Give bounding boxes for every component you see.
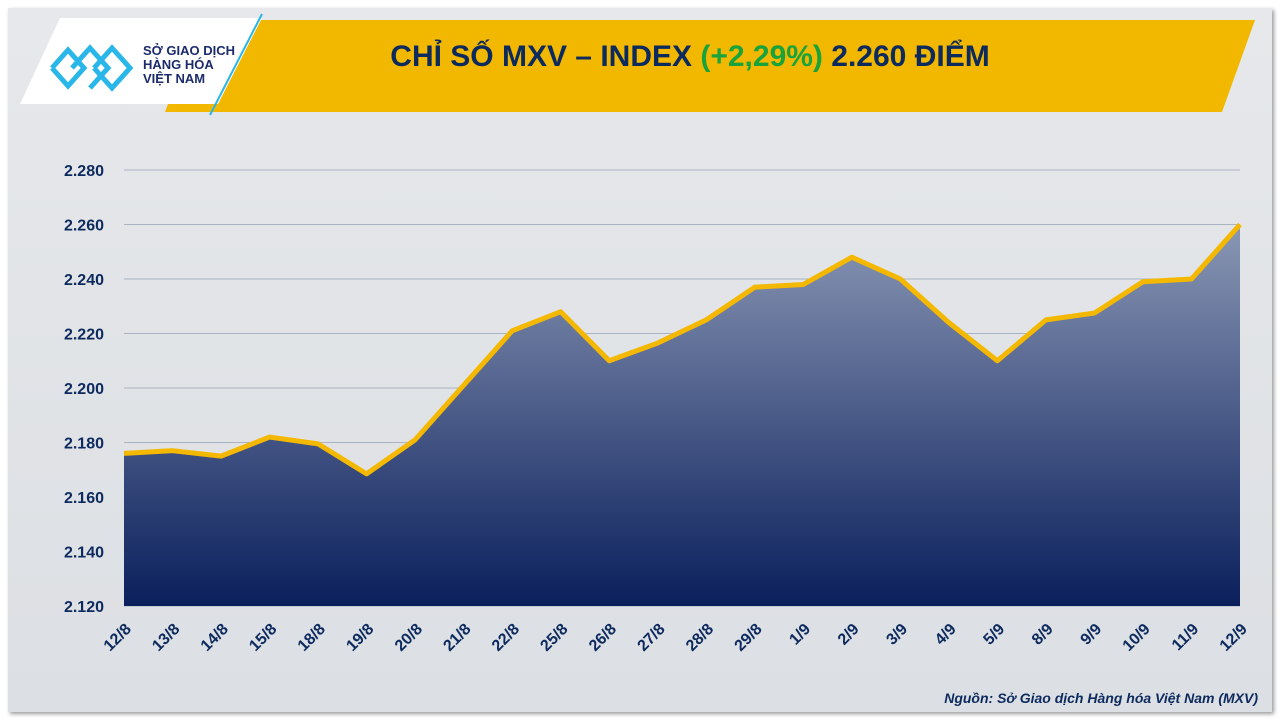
title-value: 2.260 ĐIỂM bbox=[831, 40, 990, 73]
x-tick-label: 27/8 bbox=[635, 621, 669, 655]
x-tick-label: 4/9 bbox=[932, 621, 960, 649]
title-change: (+2,29%) bbox=[700, 40, 823, 73]
x-tick-label: 9/9 bbox=[1078, 621, 1106, 649]
source-note: Nguồn: Sở Giao dịch Hàng hóa Việt Nam (M… bbox=[944, 690, 1258, 706]
logo-mark-icon bbox=[50, 44, 134, 92]
y-tick-label: 2.180 bbox=[64, 436, 104, 453]
logo-background bbox=[20, 18, 262, 104]
y-tick-label: 2.260 bbox=[64, 218, 104, 235]
x-tick-label: 20/8 bbox=[392, 621, 426, 655]
y-tick-label: 2.120 bbox=[64, 599, 104, 616]
x-tick-label: 13/8 bbox=[149, 621, 183, 655]
logo-line3: VIỆT NAM bbox=[143, 71, 206, 86]
y-tick-label: 2.280 bbox=[64, 163, 104, 180]
x-tick-label: 21/8 bbox=[440, 621, 474, 655]
x-tick-label: 14/8 bbox=[198, 621, 232, 655]
x-tick-label: 5/9 bbox=[980, 621, 1008, 649]
x-tick-label: 8/9 bbox=[1029, 621, 1057, 649]
logo-text: SỞ GIAO DỊCH HÀNG HÓA VIỆT NAM bbox=[143, 44, 235, 86]
y-tick-label: 2.160 bbox=[64, 490, 104, 507]
x-tick-label: 11/9 bbox=[1169, 621, 1202, 654]
x-tick-label: 10/9 bbox=[1120, 621, 1154, 655]
x-tick-label: 2/9 bbox=[835, 621, 863, 649]
x-tick-label: 25/8 bbox=[537, 621, 571, 655]
area-fill bbox=[124, 224, 1240, 606]
title-prefix: CHỈ SỐ MXV – INDEX bbox=[390, 40, 693, 73]
chart-title: CHỈ SỐ MXV – INDEX (+2,29%) 2.260 ĐIỂM bbox=[0, 40, 1280, 74]
x-tick-label: 28/8 bbox=[683, 621, 717, 655]
y-tick-label: 2.200 bbox=[64, 381, 104, 398]
logo-line2: HÀNG HÓA bbox=[143, 57, 214, 72]
logo-line1: SỞ GIAO DỊCH bbox=[143, 43, 235, 58]
title-bar bbox=[165, 20, 1255, 112]
x-tick-label: 26/8 bbox=[586, 621, 620, 655]
x-tick-label: 29/8 bbox=[732, 621, 766, 655]
x-tick-label: 3/9 bbox=[883, 621, 911, 649]
x-tick-label: 1/9 bbox=[786, 621, 814, 649]
x-tick-label: 22/8 bbox=[489, 621, 523, 655]
x-tick-label: 12/8 bbox=[101, 621, 135, 655]
x-tick-label: 12/9 bbox=[1217, 621, 1251, 655]
y-tick-label: 2.220 bbox=[64, 327, 104, 344]
y-tick-label: 2.240 bbox=[64, 272, 104, 289]
logo-accent-line bbox=[209, 13, 263, 116]
x-tick-label: 19/8 bbox=[343, 621, 377, 655]
x-tick-label: 15/8 bbox=[246, 621, 280, 655]
x-tick-label: 18/8 bbox=[295, 621, 329, 655]
y-tick-label: 2.140 bbox=[64, 545, 104, 562]
series-line bbox=[123, 222, 1242, 477]
